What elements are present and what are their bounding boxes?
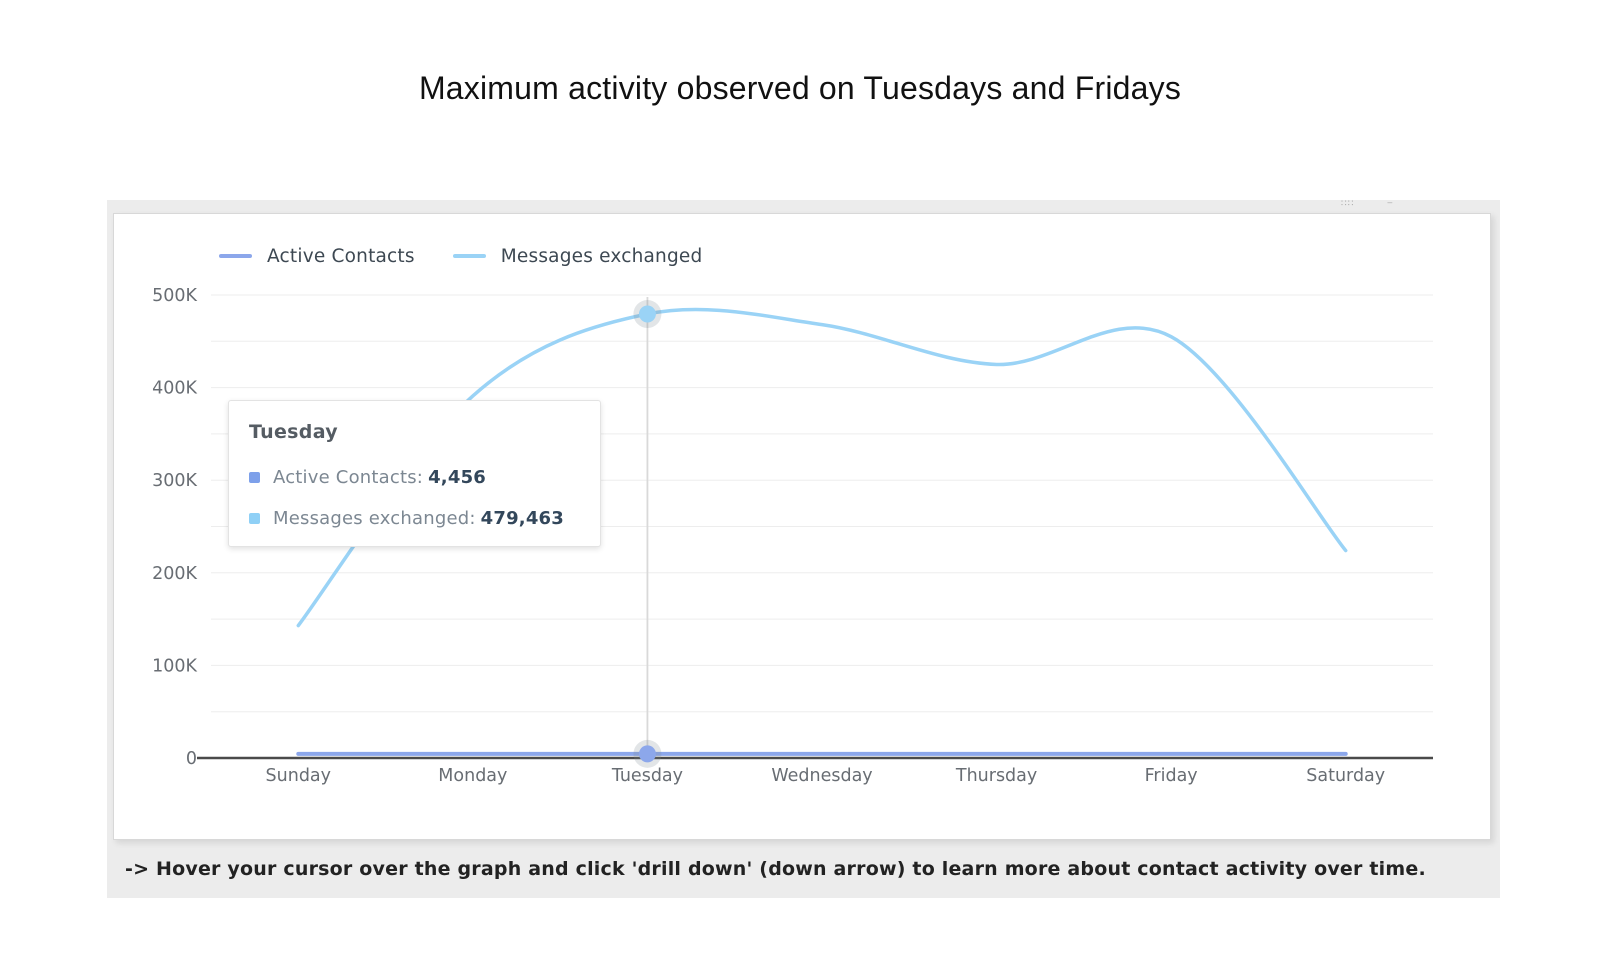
tooltip-value: 4,456 (428, 467, 487, 488)
tooltip-title: Tuesday (249, 421, 338, 443)
messages-exchanged-swatch-icon (249, 513, 260, 524)
tooltip-label: Active Contacts: (273, 467, 424, 488)
svg-text:400K: 400K (152, 379, 197, 399)
svg-text:Saturday: Saturday (1306, 766, 1385, 786)
active-contacts-swatch-icon (249, 472, 260, 483)
chart-card: 500K 400K 300K 200K 100K 0 Sunday Monday Tuesday… (113, 213, 1491, 840)
svg-text:200K: 200K (152, 564, 197, 584)
svg-text:Tuesday: Tuesday (611, 766, 683, 786)
report-widget: ∷∷ ‒ 500K 400K 300K 200K 100K 0 Sunday Monday Tu… (107, 198, 1500, 898)
legend-item-messages-exchanged[interactable]: Messages exchanged (452, 245, 703, 267)
svg-text:Monday: Monday (438, 766, 507, 786)
drag-handle-icon[interactable]: ∷∷ (1341, 199, 1355, 209)
svg-text:Friday: Friday (1145, 766, 1198, 786)
svg-text:0: 0 (186, 749, 197, 769)
messages-exchanged-line-swatch-icon (452, 254, 486, 258)
active-contacts-line-swatch-icon (219, 254, 252, 258)
legend-label: Active Contacts (267, 245, 415, 267)
legend-label: Messages exchanged (500, 245, 703, 267)
svg-text:Sunday: Sunday (266, 766, 331, 786)
menu-icon[interactable]: ‒ (1387, 198, 1393, 208)
tooltip-row: Active Contacts: 4,456 (249, 467, 576, 488)
instruction-text: -> Hover your cursor over the graph and … (125, 858, 1426, 880)
page-title: Maximum activity observed on Tuesdays an… (418, 70, 1182, 106)
tooltip-value: 479,463 (480, 508, 565, 529)
svg-text:Thursday: Thursday (955, 766, 1037, 786)
tooltip-label: Messages exchanged: (273, 508, 476, 529)
svg-text:Wednesday: Wednesday (771, 766, 872, 786)
svg-text:300K: 300K (152, 471, 197, 491)
chart-legend: Active Contacts Messages exchanged (219, 244, 702, 268)
legend-item-active-contacts[interactable]: Active Contacts (219, 246, 415, 267)
chart-tooltip: Tuesday Active Contacts: 4,456 Messages … (228, 400, 601, 547)
svg-text:500K: 500K (152, 286, 197, 306)
tooltip-row: Messages exchanged: 479,463 (249, 508, 576, 529)
svg-text:100K: 100K (152, 656, 197, 676)
